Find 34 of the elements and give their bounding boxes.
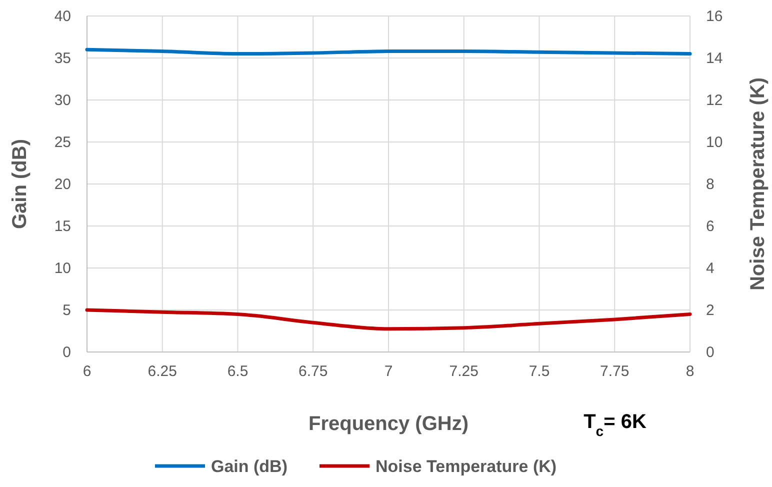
y-tick-label: 15	[54, 218, 71, 235]
x-tick-label: 6.75	[298, 363, 328, 380]
y-axis-title: Gain (dB)	[9, 139, 31, 229]
y-tick-label: 25	[54, 134, 71, 151]
y-tick-label: 5	[62, 302, 71, 319]
y2-tick-label: 16	[706, 8, 723, 25]
y2-tick-label: 14	[706, 50, 723, 67]
text: T$_{c}$= 6K	[584, 411, 647, 439]
y2-tick-label: 2	[706, 302, 714, 319]
x-tick-label: 6.5	[227, 363, 248, 380]
y2-tick-label: 10	[706, 134, 723, 151]
y-tick-label: 35	[54, 50, 71, 67]
x-tick-label: 7.75	[600, 363, 630, 380]
y2-tick-label: 0	[706, 344, 714, 361]
y2-tick-label: 4	[706, 260, 714, 277]
y2-tick-label: 8	[706, 176, 714, 193]
legend-label: Gain (dB)	[211, 457, 288, 476]
legend-label: Noise Temperature (K)	[376, 457, 557, 476]
x-tick-label: 6.25	[148, 363, 177, 380]
line-series	[85, 308, 692, 331]
x-tick-label: 7.5	[528, 363, 550, 380]
y-tick-label: 40	[54, 8, 71, 25]
y-tick-label: 0	[62, 344, 71, 361]
y-tick-label: 10	[54, 260, 71, 277]
y-tick-label: 30	[54, 92, 71, 109]
x-tick-label: 6	[82, 363, 92, 380]
x-tick-label: 8	[686, 363, 694, 380]
x-axis-title: Frequency (GHz)	[308, 413, 469, 435]
x-tick-label: 7.25	[449, 363, 478, 380]
y2-tick-label: 12	[706, 92, 723, 109]
y2-axis-title: Noise Temperature (K)	[747, 77, 769, 291]
y2-tick-label: 6	[706, 218, 714, 235]
y-tick-label: 20	[54, 176, 71, 193]
x-tick-label: 7	[384, 363, 393, 380]
